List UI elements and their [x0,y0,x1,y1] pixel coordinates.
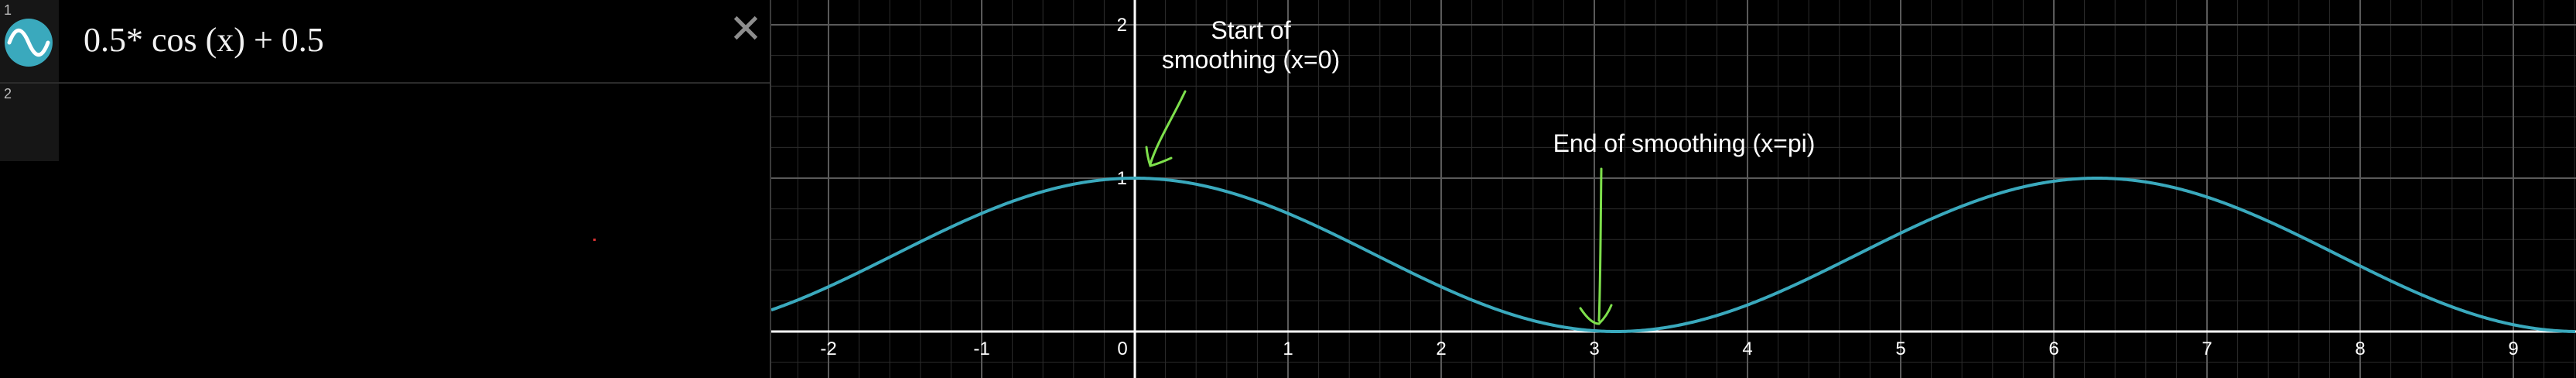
y-tick-label: 2 [1117,15,1127,36]
graph-svg[interactable]: -2 -1 0 1 2 3 4 5 6 7 8 912 [771,0,2576,378]
expression-index: 1 [4,2,12,18]
x-tick-label: 2 [1436,338,1446,359]
x-tick-label: 3 [1589,338,1599,359]
x-tick-label: -1 [973,338,989,359]
arrow-start-shaft [1149,90,1187,166]
cursor-dot [593,239,596,241]
x-tick-label: 0 [1117,338,1127,359]
annotation-start: Start of smoothing (x=0) [1161,16,1341,74]
arrow-end-head [1579,304,1613,325]
x-tick-label: -2 [820,338,836,359]
x-tick-label: 9 [2508,338,2518,359]
arrow-start-head [1145,146,1173,167]
x-tick-label: 5 [1895,338,1905,359]
expression-row-2[interactable]: 2 [0,84,770,161]
minor-gridlines [771,0,2576,378]
x-tick-label: 7 [2202,338,2212,359]
expression-gutter: 1 [0,0,59,82]
x-tick-label: 8 [2355,338,2365,359]
curve-cosine [771,176,2576,333]
graph-canvas[interactable]: -2 -1 0 1 2 3 4 5 6 7 8 9 1 2 Start of smoothing (x=0… [771,0,2576,378]
close-icon[interactable]: ✕ [729,6,763,53]
annotation-arrows [1145,90,1613,325]
expression-list: 1 0.5* cos (x) + 0.5 ✕ 2 [0,0,771,378]
x-tick-label: 6 [2048,338,2058,359]
sine-wave-icon[interactable] [5,19,53,67]
x-tick-label: 4 [1742,338,1752,359]
tick-labels: -2 -1 0 1 2 3 4 5 6 7 8 912 [820,15,2518,359]
expression-input[interactable]: 0.5* cos (x) + 0.5 [84,21,324,59]
curves [771,176,2576,333]
major-gridlines [771,0,2576,378]
expression-index: 2 [4,86,12,101]
axes [771,0,2576,378]
expression-row-1[interactable]: 1 0.5* cos (x) + 0.5 ✕ [0,0,770,84]
x-tick-label: 1 [1283,338,1293,359]
annotation-end: End of smoothing (x=pi) [1553,129,1816,157]
expression-gutter: 2 [0,84,59,161]
arrow-end-shaft [1597,167,1603,322]
